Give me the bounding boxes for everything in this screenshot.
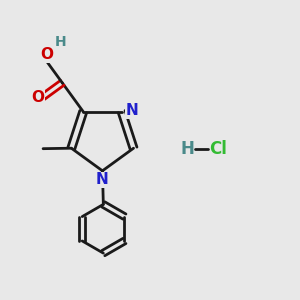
Text: N: N [125, 103, 138, 118]
Text: O: O [40, 47, 53, 62]
Text: Cl: Cl [209, 140, 227, 158]
Text: H: H [54, 34, 66, 49]
Text: O: O [32, 90, 44, 105]
Text: N: N [96, 172, 109, 187]
Text: H: H [180, 140, 194, 158]
